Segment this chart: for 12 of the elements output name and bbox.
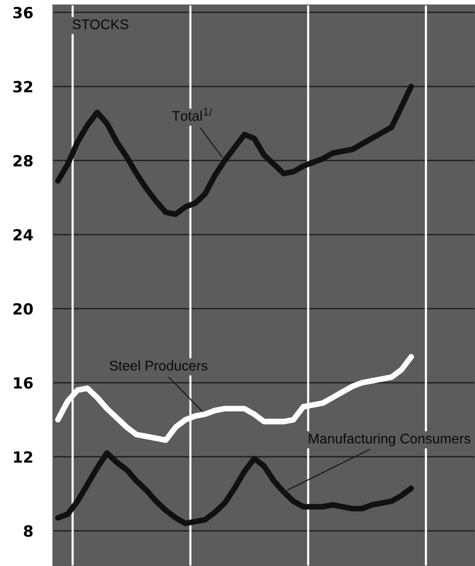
text: Steel Producers (110, 360, 208, 371)
y-tick-label: 12 (14, 451, 32, 463)
y-tick-label: 20 (14, 303, 33, 315)
y-tick-label: 24 (14, 229, 33, 240)
text: STOCKS (72, 19, 128, 30)
text: Manufacturing Consumers (309, 433, 470, 446)
y-tick-label: 16 (14, 377, 33, 389)
y-tick-label: 36 (13, 6, 33, 18)
y-tick-label: 8 (24, 525, 33, 537)
y-tick-label: 28 (14, 154, 33, 167)
y-tick-label: 32 (13, 80, 32, 92)
text: Total$^{1/}$ (172, 108, 212, 121)
